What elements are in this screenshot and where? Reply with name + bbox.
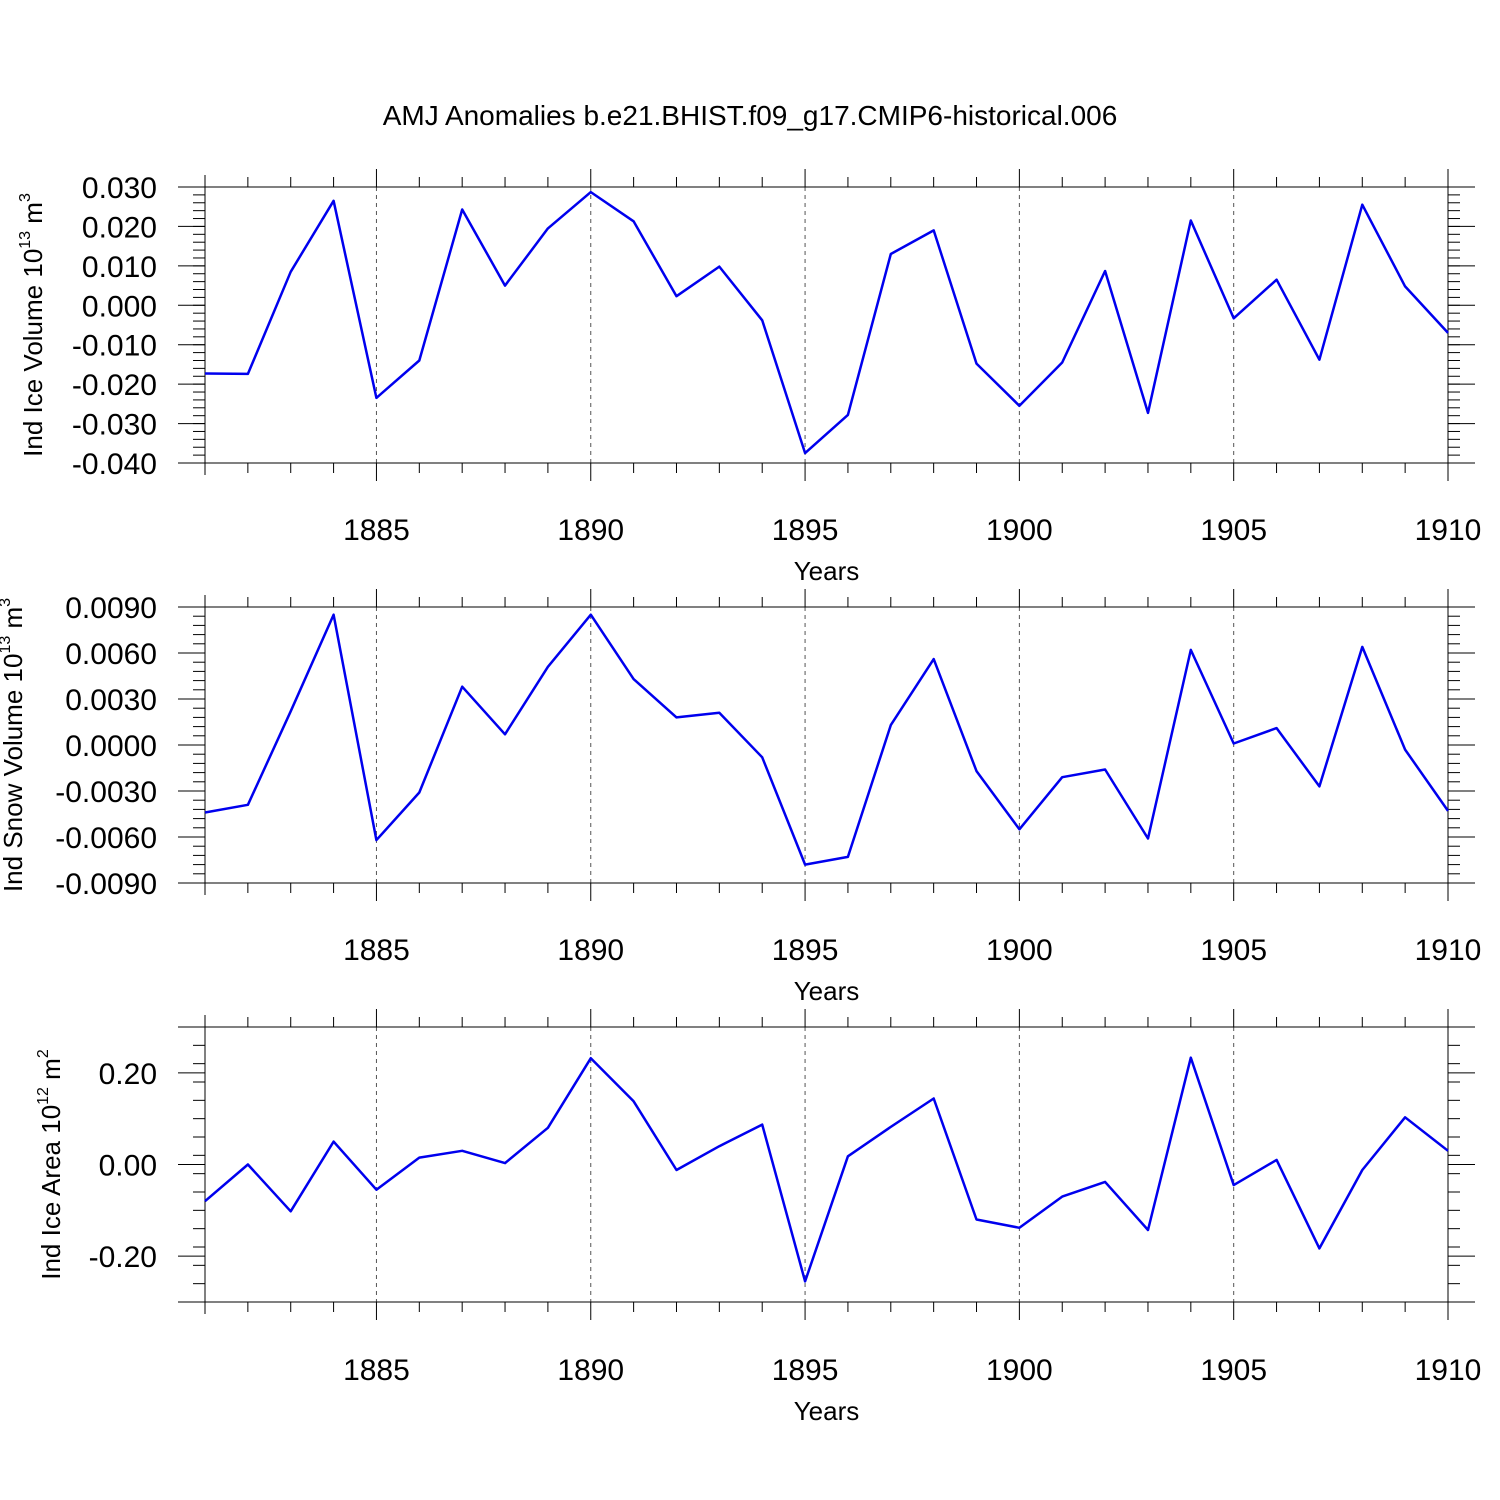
xtick-label: 1905 bbox=[1200, 514, 1267, 547]
ytick-label: 0.020 bbox=[82, 211, 157, 244]
xtick-label: 1905 bbox=[1200, 1354, 1267, 1387]
ytick-label: -0.0090 bbox=[55, 868, 157, 901]
xtick-label: 1895 bbox=[772, 1354, 839, 1387]
xtick-label: 1895 bbox=[772, 514, 839, 547]
y-axis-label: Ind Ice Area 1012 m2 bbox=[35, 1049, 66, 1280]
xtick-label: 1890 bbox=[557, 514, 624, 547]
ytick-label: -0.20 bbox=[89, 1241, 157, 1274]
x-axis-label: Years bbox=[794, 556, 860, 586]
ytick-label: -0.0060 bbox=[55, 822, 157, 855]
ytick-label: 0.000 bbox=[82, 290, 157, 323]
xtick-label: 1890 bbox=[557, 1354, 624, 1387]
x-axis-label: Years bbox=[794, 1396, 860, 1426]
ytick-label: 0.00 bbox=[99, 1150, 157, 1183]
chart-panel-1: -0.040 -0.030 -0.020 -0.010 0.000 0.010 0.020 0… bbox=[17, 169, 1481, 586]
ytick-label: 0.0090 bbox=[65, 592, 157, 625]
ytick-label: -0.040 bbox=[72, 448, 157, 481]
xtick-label: 1900 bbox=[986, 1354, 1053, 1387]
xtick-label: 1895 bbox=[772, 934, 839, 967]
series-line bbox=[204, 190, 1449, 455]
ytick-label: 0.010 bbox=[82, 251, 157, 284]
xtick-label: 1885 bbox=[343, 934, 410, 967]
ytick-label: -0.030 bbox=[72, 409, 157, 442]
xtick-label: 1910 bbox=[1415, 934, 1482, 967]
xtick-label: 1890 bbox=[557, 934, 624, 967]
ytick-label: -0.020 bbox=[72, 369, 157, 402]
ytick-label: 0.0060 bbox=[65, 638, 157, 671]
xtick-label: 1885 bbox=[343, 1354, 410, 1387]
xtick-label: 1885 bbox=[343, 514, 410, 547]
ytick-label: -0.010 bbox=[72, 330, 157, 363]
chart-panel-3: -0.20 0.00 0.20 1885 1890 1895 1900 1905 1910 Yea… bbox=[35, 1009, 1481, 1426]
x-axis-label: Years bbox=[794, 976, 860, 1006]
figure-title: AMJ Anomalies b.e21.BHIST.f09_g17.CMIP6-… bbox=[383, 100, 1118, 131]
series-line bbox=[204, 1056, 1449, 1283]
series-line bbox=[204, 613, 1450, 866]
y-axis-label: Ind Snow Volume 1013 m3 bbox=[0, 598, 28, 892]
ytick-label: 0.0000 bbox=[65, 730, 157, 763]
xtick-label: 1905 bbox=[1200, 934, 1267, 967]
ytick-label: 0.030 bbox=[82, 172, 157, 205]
y-axis-label: Ind Ice Volume 1013 m3 bbox=[17, 193, 48, 457]
ytick-label: 0.0030 bbox=[65, 684, 157, 717]
ytick-label: 0.20 bbox=[99, 1058, 157, 1091]
chart-panel-2: -0.0090 -0.0060 -0.0030 0.0000 0.0030 0.0060 0… bbox=[0, 589, 1481, 1006]
panels: -0.040 -0.030 -0.020 -0.010 0.000 0.010 0.020 0… bbox=[0, 169, 1481, 1426]
xtick-label: 1900 bbox=[986, 934, 1053, 967]
ytick-label: -0.0030 bbox=[55, 776, 157, 809]
xtick-label: 1900 bbox=[986, 514, 1053, 547]
xtick-label: 1910 bbox=[1415, 1354, 1482, 1387]
xtick-label: 1910 bbox=[1415, 514, 1482, 547]
